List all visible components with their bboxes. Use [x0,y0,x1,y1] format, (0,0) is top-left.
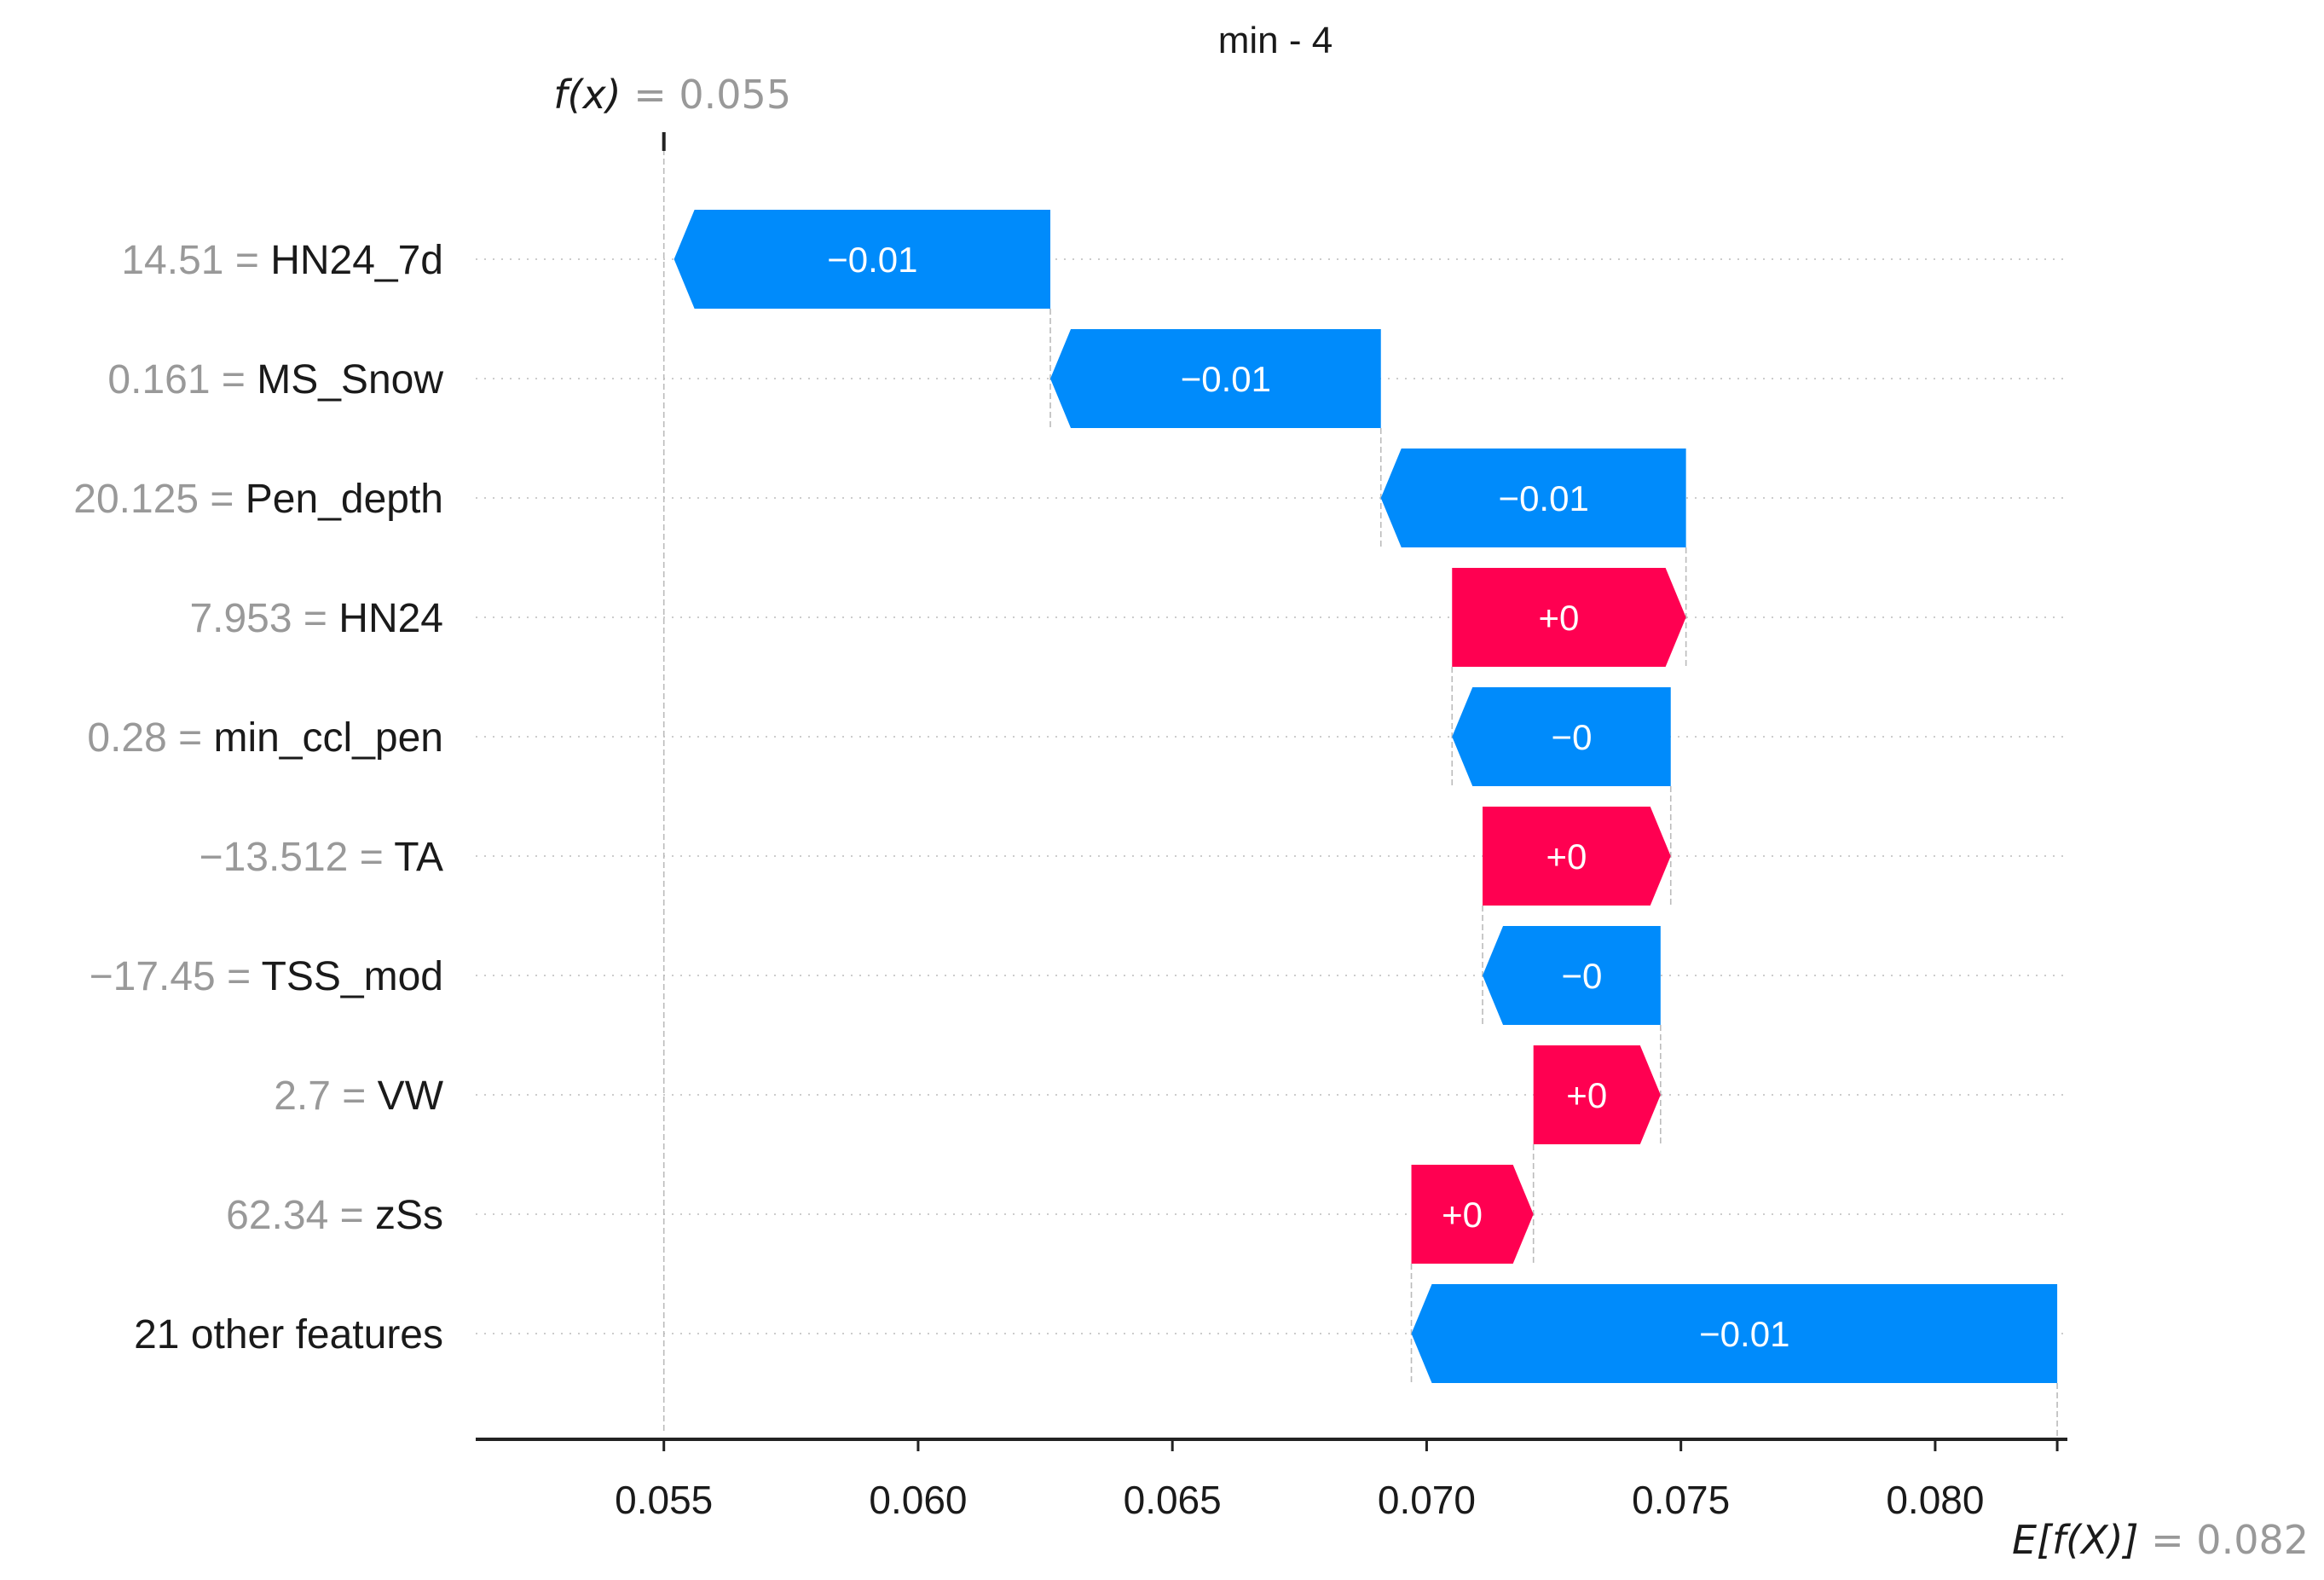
bar-value-label: −0.01 [827,240,917,280]
fx-annotation-text: f(x) = 0.055 [553,72,791,118]
feature-name: MS_Snow [257,357,443,402]
x-tick-label: 0.080 [1886,1478,1984,1522]
feature-name: min_ccl_pen [214,715,443,761]
feature-name: VW [378,1074,444,1119]
bars: −0.01 −0.01 −0.01 +0 −0 +0 −0 +0 +0 −0.01 [673,210,2058,1383]
bar-value-label: +0 [1546,836,1587,877]
shap-bar [1411,1284,2058,1383]
bar-value-label: −0 [1552,717,1593,757]
feature-value: 14.51 = [121,238,270,283]
feature-name: 21 other features [134,1312,443,1357]
shap-bar [1411,1165,1534,1264]
shap-bar [1533,1045,1661,1144]
feature-value: −17.45 = [90,954,262,999]
bar-value-label: +0 [1442,1195,1483,1235]
shap-bar [1050,329,1381,428]
x-tick-label: 0.065 [1124,1478,1222,1522]
feature-name: HN24 [338,596,443,641]
fx-annotation: f(x) = 0.055 [553,72,791,151]
bar-value-label: −0.01 [1181,359,1271,399]
feature-label: 21 other features [134,1312,443,1357]
feature-label: 0.28 = min_ccl_pen [87,715,443,761]
x-tick-label: 0.060 [869,1478,967,1522]
x-tick-label: 0.075 [1632,1478,1730,1522]
feature-label: −17.45 = TSS_mod [90,954,443,999]
feature-name: zSs [375,1193,443,1238]
shap-bar [1483,807,1671,906]
efx-value: = 0.082 [2151,1517,2309,1563]
feature-value: 0.161 = [107,357,257,402]
feature-label: 14.51 = HN24_7d [121,238,443,283]
feature-name: TA [394,835,443,880]
feature-value: 0.28 = [87,715,213,761]
bar-value-label: −0.01 [1499,478,1589,518]
efx-label: E[f(X)] [2012,1517,2151,1563]
bar-value-label: +0 [1538,598,1579,638]
fx-value: = 0.055 [633,72,791,118]
shap-bar [1452,687,1671,786]
shap-bar [673,210,1051,309]
feature-value: 62.34 = [226,1193,375,1238]
feature-label: −13.512 = TA [199,835,443,880]
feature-label: 62.34 = zSs [226,1193,443,1238]
feature-name: TSS_mod [262,954,443,999]
bar-value-label: −0.01 [1699,1314,1789,1354]
feature-value: 20.125 = [73,477,246,522]
fx-label: f(x) [553,72,633,118]
feature-value: −13.512 = [199,835,395,880]
shap-bar [1483,926,1661,1025]
shap-bar [1452,568,1686,667]
feature-label: 0.161 = MS_Snow [107,357,443,402]
bar-value-label: +0 [1566,1075,1607,1115]
connector-lines [662,149,2058,1439]
feature-value: 2.7 = [274,1074,377,1119]
feature-label: 7.953 = HN24 [189,596,443,641]
bar-value-label: −0 [1561,956,1602,996]
x-tick-label: 0.055 [615,1478,713,1522]
feature-label: 2.7 = VW [274,1074,443,1119]
efx-annotation: E[f(X)] = 0.082 [2012,1517,2309,1563]
shap-bar [1380,449,1686,547]
feature-name: HN24_7d [270,238,443,283]
feature-name: Pen_depth [246,477,443,522]
x-tick-label: 0.070 [1378,1478,1476,1522]
feature-value: 7.953 = [189,596,338,641]
efx-annotation-text: E[f(X)] = 0.082 [2012,1517,2309,1563]
feature-labels: 14.51 = HN24_7d 0.161 = MS_Snow 20.125 = P… [73,238,443,1357]
feature-label: 20.125 = Pen_depth [73,477,443,522]
x-axis: 0.055 0.060 0.065 0.070 0.075 0.080 [476,1438,2067,1522]
chart-title: min - 4 [1218,20,1333,61]
